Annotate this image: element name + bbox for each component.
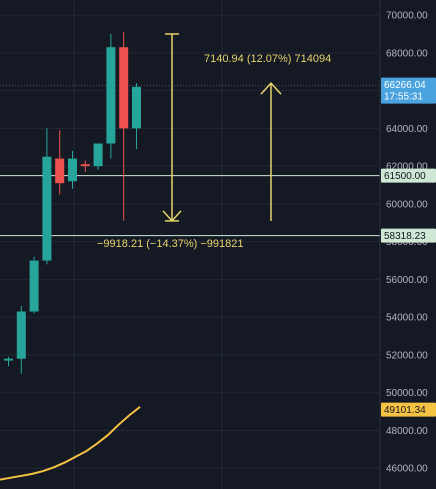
y-tick-label: 70000.00 [386,11,428,22]
candle-body [93,143,103,167]
y-tick-label: 46000.00 [386,464,428,475]
candle-body [4,358,13,361]
moving-average [0,406,141,481]
candle [4,356,13,367]
candle-body [68,158,77,182]
price-tag: 58318.23 [381,228,436,243]
measure-up-arrowhead [260,81,282,95]
candle [119,32,129,221]
y-tick-label: 52000.00 [386,350,428,361]
candle [55,130,65,195]
candle [68,151,77,189]
price-tag-box [381,77,436,104]
y-tick-label: 48000.00 [386,426,428,437]
candle-body [16,311,26,359]
candle-body [132,86,141,129]
candle [42,128,52,265]
price-tag: 61500.00 [381,168,436,183]
candle-body [55,158,65,184]
price-tag-box [381,168,436,183]
price-tag: 49101.34 [381,402,436,417]
y-tick-label: 64000.00 [386,124,428,135]
candle-body [106,47,116,144]
y-tick-label: 62000.00 [386,162,428,173]
candle-body [29,260,39,312]
candle [29,256,39,314]
price-tag-value: 61500.00 [384,171,426,182]
measure-up-label: 7140.94 (12.07%) 714094 [204,53,331,65]
y-tick-label: 50000.00 [386,388,428,399]
y-tick-label: 58000.00 [386,237,428,248]
candle-body [119,47,129,129]
candle-body [80,164,90,167]
candle [106,33,116,159]
price-tag-box [381,228,436,243]
price-tag-value: 49101.34 [384,405,426,416]
candle [93,143,103,170]
price-tag-value: 66266.04 [384,80,426,91]
price-tag-box [381,402,436,417]
y-tick-label: 68000.00 [386,48,428,59]
y-tick-label: 56000.00 [386,275,428,286]
candle-body [42,156,52,261]
price-axis: 46000.00 48000.00 50000.00 52000.00 54000.00… [379,0,428,489]
price-tag-value: 58318.23 [384,231,426,242]
measurement-tools: 7140.94 (12.07%) 714094 −9918.21 (−14.37%… [97,33,331,250]
price-tag-countdown: 17:55:31 [384,92,423,103]
measure-down-label: −9918.21 (−14.37%) −991821 [97,238,244,250]
candle [16,305,26,374]
candles [4,32,141,374]
y-tick-label: 60000.00 [386,199,428,210]
candle [132,83,141,150]
y-tick-label: 54000.00 [386,313,428,324]
candle [80,160,90,172]
moving-average-line [0,406,141,481]
